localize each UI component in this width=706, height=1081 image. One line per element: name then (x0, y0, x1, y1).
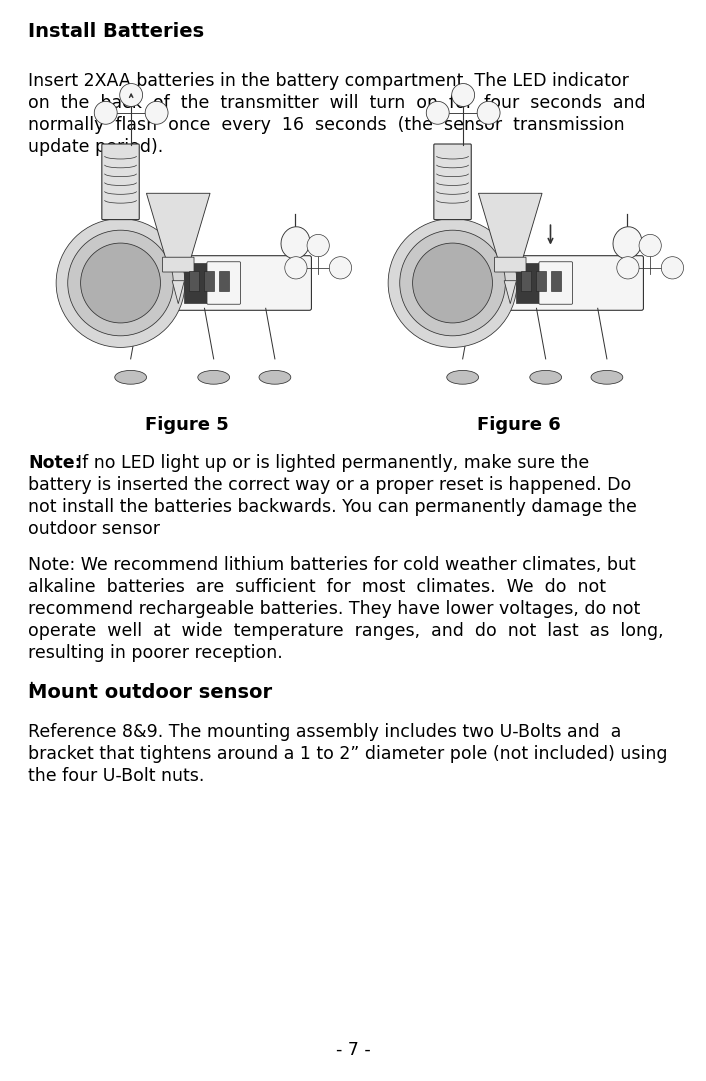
Circle shape (95, 102, 117, 124)
FancyBboxPatch shape (102, 144, 139, 219)
Circle shape (329, 256, 352, 279)
Text: If no LED light up or is lighted permanently, make sure the: If no LED light up or is lighted permane… (66, 454, 590, 472)
Text: Reference 8&9. The mounting assembly includes two U-Bolts and  a: Reference 8&9. The mounting assembly inc… (28, 723, 621, 742)
Ellipse shape (281, 227, 310, 258)
FancyBboxPatch shape (433, 144, 471, 219)
Ellipse shape (613, 227, 642, 258)
Circle shape (285, 256, 307, 279)
Circle shape (145, 102, 168, 124)
Text: battery is inserted the correct way or a proper reset is happened. Do: battery is inserted the correct way or a… (28, 476, 631, 494)
Text: resulting in poorer reception.: resulting in poorer reception. (28, 644, 282, 662)
Bar (184, 263, 239, 304)
Text: the four U-Bolt nuts.: the four U-Bolt nuts. (28, 768, 204, 785)
Polygon shape (504, 281, 516, 304)
Circle shape (412, 243, 493, 323)
FancyBboxPatch shape (133, 256, 311, 310)
Polygon shape (479, 193, 542, 257)
Circle shape (80, 243, 160, 323)
Text: Figure 5: Figure 5 (145, 416, 229, 433)
FancyBboxPatch shape (539, 262, 573, 304)
Circle shape (477, 102, 500, 124)
Bar (521, 271, 531, 291)
Polygon shape (146, 193, 210, 257)
Bar (551, 271, 561, 291)
FancyBboxPatch shape (494, 257, 526, 272)
FancyBboxPatch shape (162, 257, 194, 272)
Circle shape (388, 218, 517, 347)
Text: operate  well  at  wide  temperature  ranges,  and  do  not  last  as  long,: operate well at wide temperature ranges,… (28, 622, 664, 640)
Circle shape (452, 83, 474, 106)
Bar (537, 271, 546, 291)
FancyBboxPatch shape (465, 256, 643, 310)
Ellipse shape (198, 371, 229, 384)
Text: not install the batteries backwards. You can permanently damage the: not install the batteries backwards. You… (28, 498, 637, 516)
Bar (220, 271, 229, 291)
Text: on  the  back  of  the  transmitter  will  turn  on  for  four  seconds  and: on the back of the transmitter will turn… (28, 94, 645, 112)
Text: .: . (28, 670, 33, 688)
Text: - 7 -: - 7 - (335, 1041, 371, 1059)
Ellipse shape (530, 371, 561, 384)
Circle shape (120, 83, 143, 106)
Ellipse shape (115, 371, 147, 384)
Text: Note: We recommend lithium batteries for cold weather climates, but: Note: We recommend lithium batteries for… (28, 556, 635, 574)
Text: Note:: Note: (28, 454, 82, 472)
Circle shape (662, 256, 683, 279)
Bar (189, 271, 199, 291)
Text: alkaline  batteries  are  sufficient  for  most  climates.  We  do  not: alkaline batteries are sufficient for mo… (28, 578, 606, 596)
Circle shape (639, 235, 662, 256)
Bar (204, 271, 215, 291)
Text: outdoor sensor: outdoor sensor (28, 520, 160, 538)
Ellipse shape (259, 371, 291, 384)
Text: Insert 2XAA batteries in the battery compartment. The LED indicator: Insert 2XAA batteries in the battery com… (28, 72, 629, 90)
Bar (515, 263, 571, 304)
FancyBboxPatch shape (207, 262, 241, 304)
Polygon shape (172, 281, 184, 304)
Ellipse shape (591, 371, 623, 384)
Circle shape (56, 218, 185, 347)
Text: Figure 6: Figure 6 (477, 416, 561, 433)
Circle shape (400, 230, 505, 336)
Circle shape (307, 235, 329, 256)
Circle shape (68, 230, 174, 336)
Text: Install Batteries: Install Batteries (28, 22, 204, 41)
Circle shape (426, 102, 449, 124)
Text: update period).: update period). (28, 138, 163, 156)
Text: normally  flash  once  every  16  seconds  (the  sensor  transmission: normally flash once every 16 seconds (th… (28, 116, 625, 134)
Text: bracket that tightens around a 1 to 2” diameter pole (not included) using: bracket that tightens around a 1 to 2” d… (28, 745, 667, 763)
Text: Mount outdoor sensor: Mount outdoor sensor (28, 683, 272, 703)
Ellipse shape (447, 371, 479, 384)
Circle shape (617, 256, 639, 279)
Text: recommend rechargeable batteries. They have lower voltages, do not: recommend rechargeable batteries. They h… (28, 600, 640, 618)
